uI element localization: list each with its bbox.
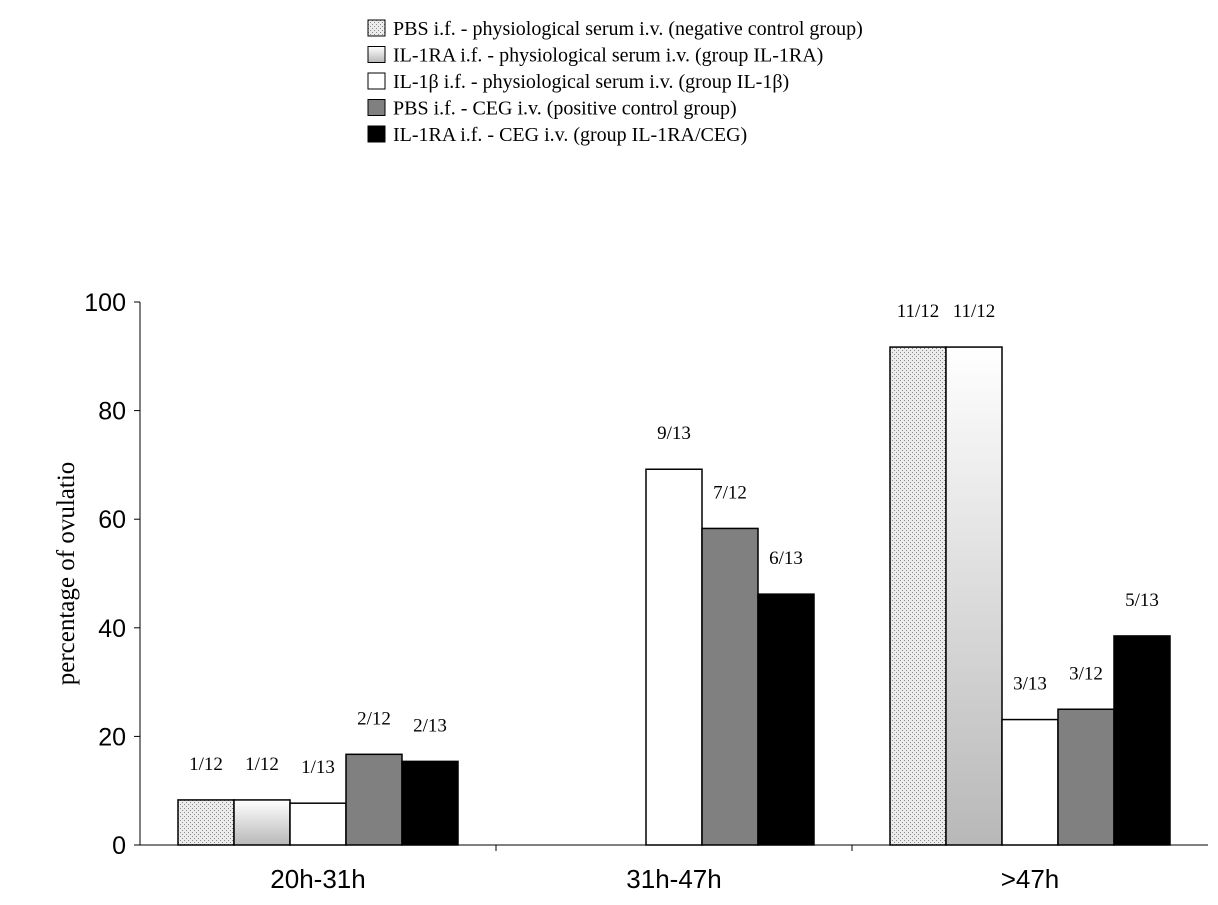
legend-swatch xyxy=(367,19,386,37)
legend-label: PBS i.f. - physiological serum i.v. (neg… xyxy=(393,18,863,40)
bars xyxy=(177,346,1171,846)
y-tick-label: 20 xyxy=(98,723,126,751)
axes: 0 20 40 60 80 100 percentage of ovulatio 20h-31… xyxy=(53,289,1208,894)
bar xyxy=(289,802,347,846)
bar xyxy=(1113,635,1171,846)
bar-data-label: 2/13 xyxy=(413,715,447,736)
legend-swatch xyxy=(367,125,386,143)
bar xyxy=(1057,708,1115,846)
bar-data-label: 3/13 xyxy=(1013,674,1047,695)
y-tick-label: 60 xyxy=(98,506,126,534)
bar xyxy=(889,346,947,846)
legend-swatch xyxy=(367,46,386,63)
bar-data-label: 1/12 xyxy=(245,754,279,775)
legend-label: IL-1β i.f. - physiological serum i.v. (g… xyxy=(393,71,789,93)
bar-data-label: 5/13 xyxy=(1125,590,1159,611)
bar xyxy=(345,753,403,846)
y-axis-label: percentage of ovulatio xyxy=(53,462,80,686)
x-tick-label: >47h xyxy=(1001,864,1060,894)
bar xyxy=(1001,718,1059,846)
y-tick-label: 0 xyxy=(112,832,126,860)
bar-data-label: 11/12 xyxy=(897,301,940,322)
x-tick-label: 20h-31h xyxy=(270,864,365,894)
bar-data-label: 1/12 xyxy=(189,754,223,775)
bar-data-label: 3/12 xyxy=(1069,663,1103,684)
bar xyxy=(401,760,459,846)
legend-label: PBS i.f. - CEG i.v. (positive control gr… xyxy=(393,98,737,120)
legend-label: IL-1RA i.f. - physiological serum i.v. (… xyxy=(393,45,823,67)
bar-data-label: 7/12 xyxy=(713,482,747,503)
y-tick-label: 80 xyxy=(98,398,126,426)
bar xyxy=(701,527,759,846)
y-tick-label: 40 xyxy=(98,615,126,643)
bar-data-label: 6/13 xyxy=(769,548,803,569)
bar-data-label: 11/12 xyxy=(953,301,996,322)
bar xyxy=(945,346,1003,846)
bar xyxy=(233,799,291,846)
legend-swatch xyxy=(367,72,386,90)
bar xyxy=(757,593,815,846)
bar xyxy=(645,468,703,846)
legend: PBS i.f. - physiological serum i.v. (neg… xyxy=(367,18,863,146)
legend-swatch xyxy=(367,99,386,116)
y-tick-label: 100 xyxy=(84,289,126,317)
legend-label: IL-1RA i.f. - CEG i.v. (group IL-1RA/CEG… xyxy=(393,124,747,146)
bar xyxy=(177,799,235,846)
bar-data-label: 1/13 xyxy=(301,757,335,778)
bar-labels: 1/12 1/12 1/13 2/12 2/13 9/13 7/12 6/13 11/12 11/… xyxy=(189,301,1159,778)
bar-data-label: 2/12 xyxy=(357,708,391,729)
bar-data-label: 9/13 xyxy=(657,423,691,444)
x-tick-label: 31h-47h xyxy=(626,864,721,894)
